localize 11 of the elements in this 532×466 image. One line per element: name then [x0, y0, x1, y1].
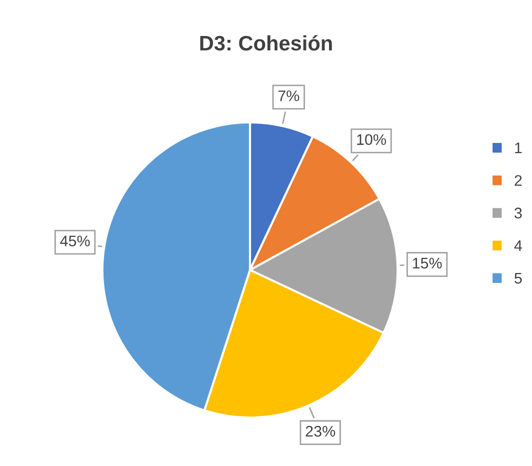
- legend-label: 1: [515, 142, 522, 154]
- data-label: 15%: [412, 258, 442, 269]
- legend-label: 2: [514, 175, 522, 186]
- data-label: 10%: [357, 134, 386, 145]
- legend-label: 4: [514, 240, 522, 251]
- data-label: 23%: [306, 426, 336, 437]
- data-label: 7%: [278, 90, 300, 102]
- legend-label: 5: [514, 272, 522, 284]
- chart-title: D3: Cohesión: [200, 35, 332, 51]
- legend-label: 3: [514, 208, 522, 218]
- data-label: 45%: [60, 236, 90, 246]
